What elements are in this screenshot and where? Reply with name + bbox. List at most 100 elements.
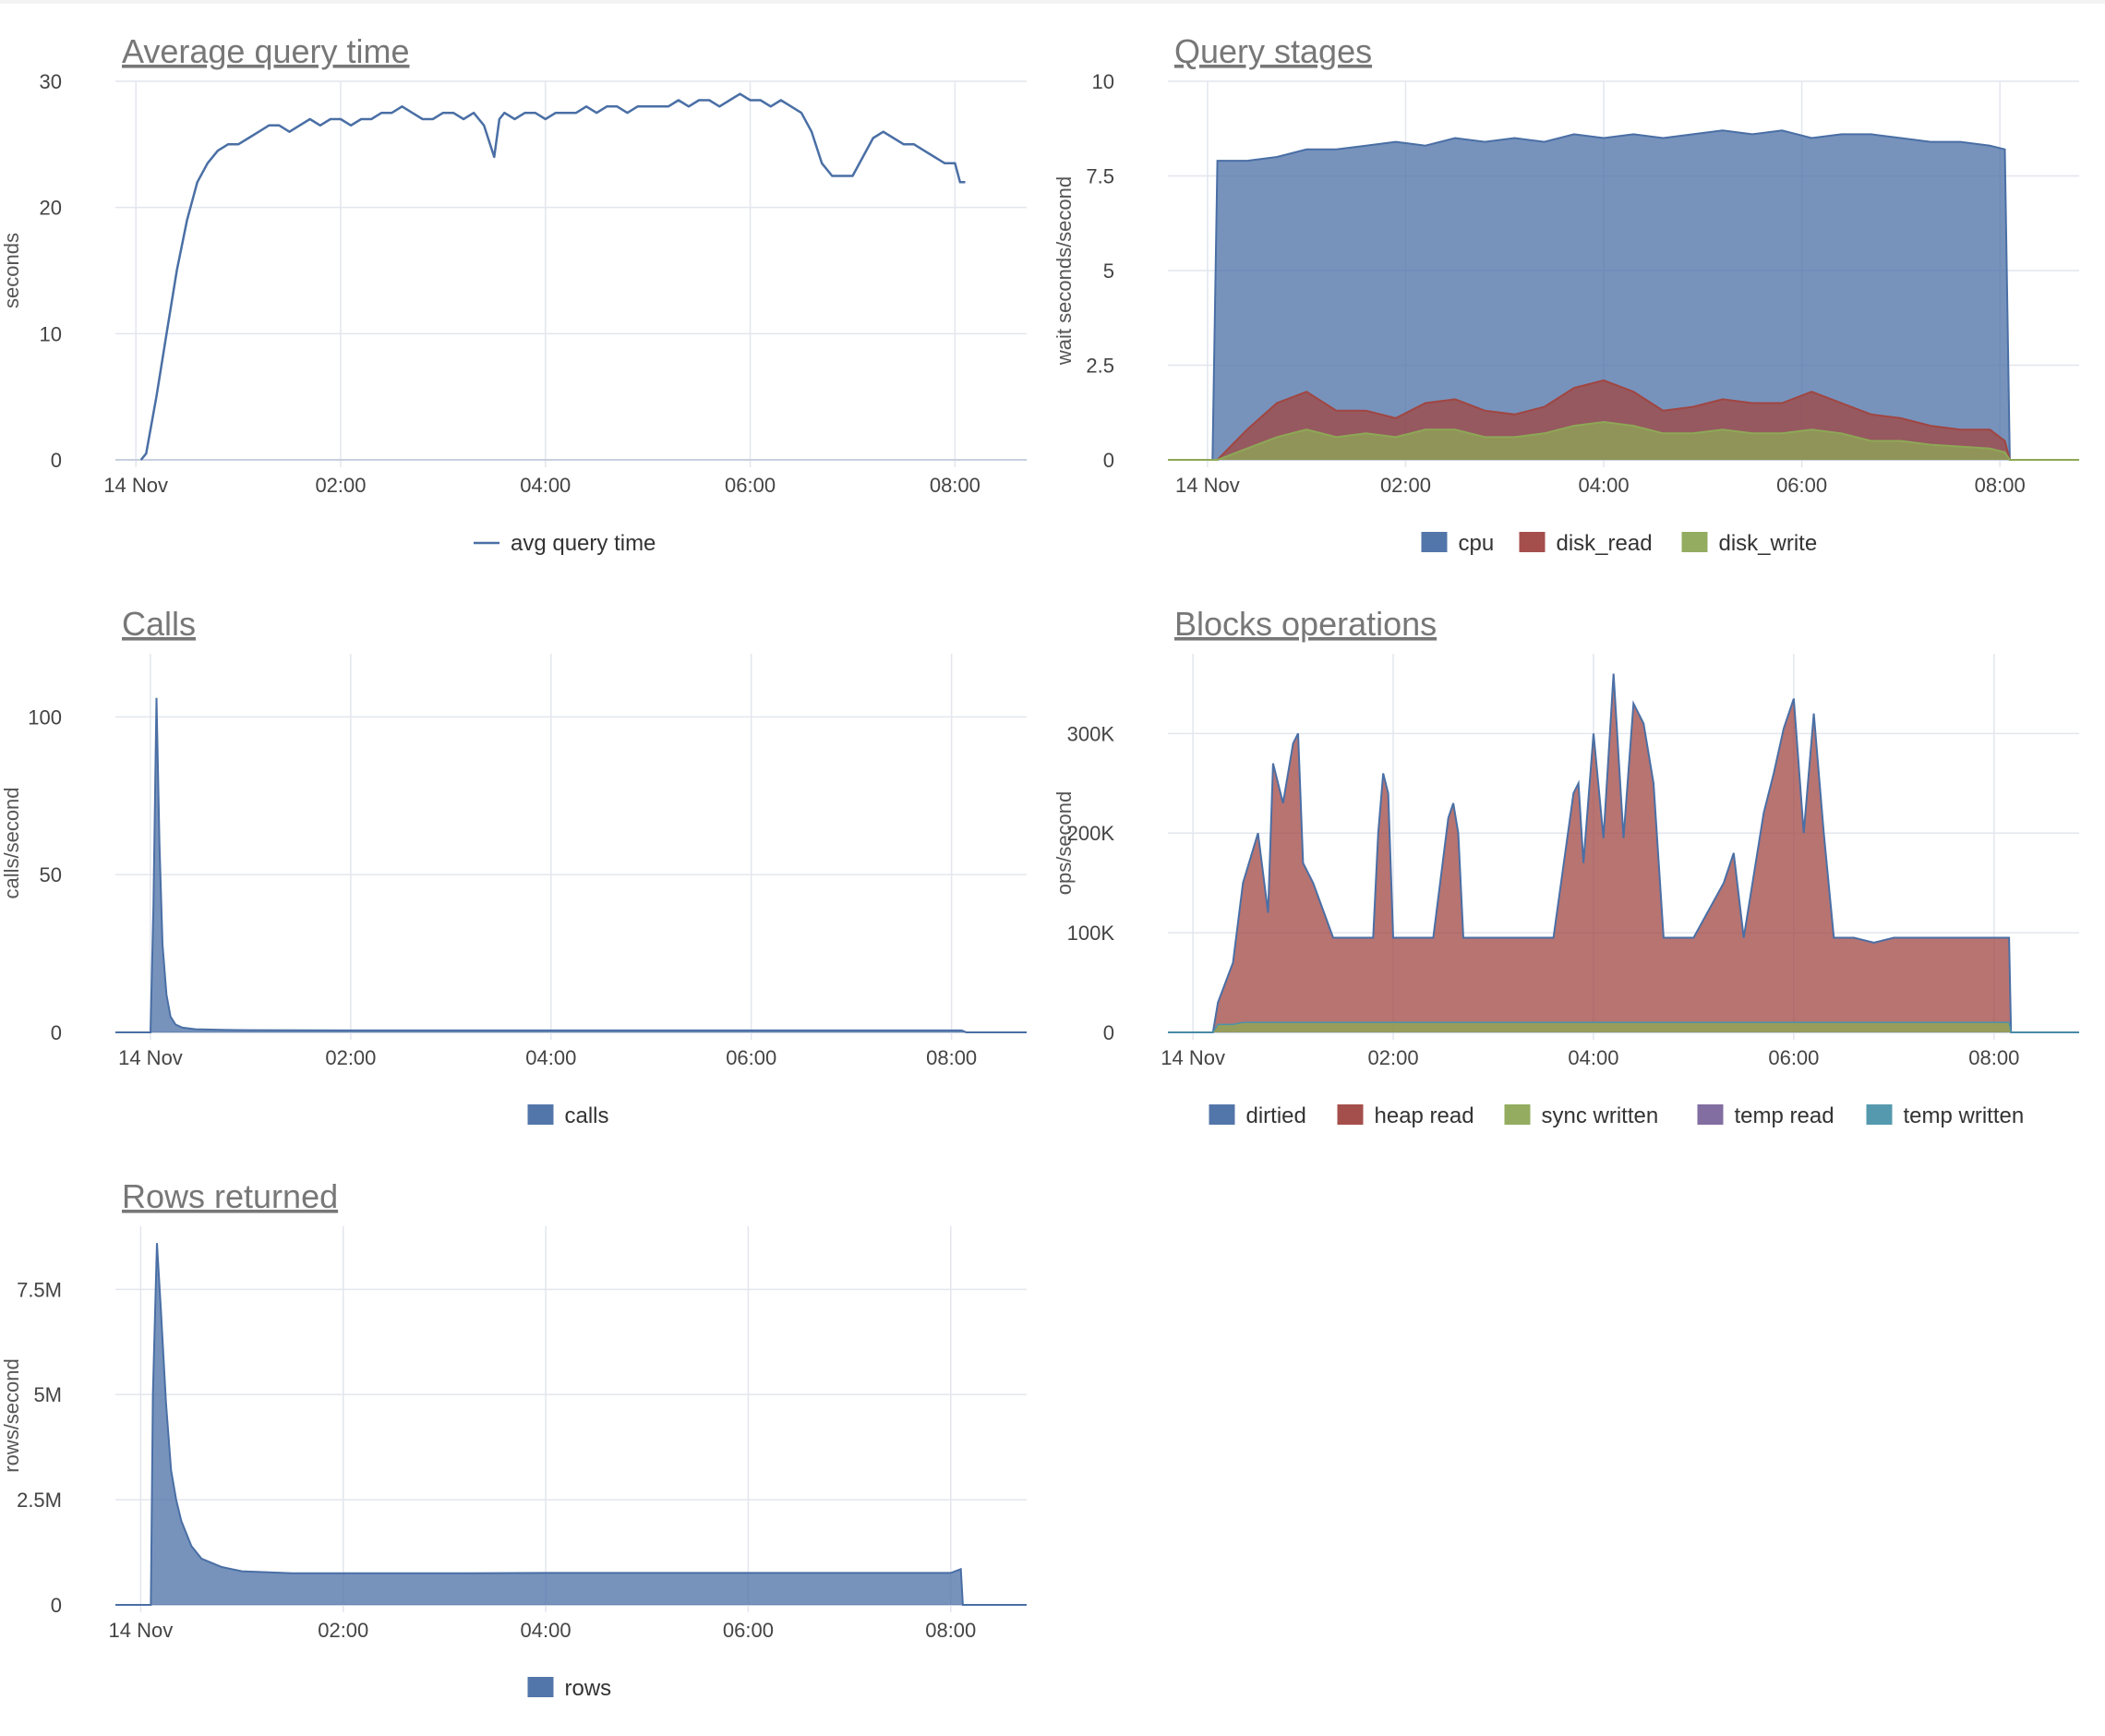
x-tick-label: 14 Nov	[118, 1046, 183, 1069]
legend-swatch	[1421, 532, 1448, 552]
series-area-disk-write	[1168, 422, 2079, 460]
y-tick-label: 10	[1092, 70, 1114, 93]
x-tick-label: 04:00	[1568, 1046, 1618, 1069]
x-tick-label: 02:00	[1368, 1046, 1419, 1069]
y-tick-label: 5M	[33, 1383, 62, 1406]
legend-item-sync-written[interactable]: sync written	[1504, 1103, 1659, 1128]
x-tick-label: 08:00	[1975, 474, 2026, 497]
legend-item-avg-query-time[interactable]: avg query time	[474, 531, 656, 556]
series-line-disk-write	[1168, 420, 2079, 461]
legend-swatch	[1519, 532, 1546, 552]
x-tick-label: 06:00	[1776, 474, 1827, 497]
x-tick-label: 02:00	[315, 474, 366, 497]
legend-label: disk_read	[1557, 531, 1653, 556]
y-tick-label: 30	[40, 70, 62, 93]
x-tick-label: 14 Nov	[1161, 1046, 1225, 1069]
y-tick-label: 50	[40, 863, 62, 886]
legend-item-dirtied[interactable]: dirtied	[1209, 1103, 1306, 1128]
chart-title[interactable]: Query stages	[1174, 32, 1372, 70]
legend-swatch	[1866, 1104, 1893, 1125]
x-tick-label: 06:00	[726, 1046, 776, 1069]
series-area-sync-written	[1168, 1022, 2079, 1032]
legend-item-rows[interactable]: rows	[527, 1676, 612, 1701]
chart-svg: Rows returned rows/second 0 2.5M 5M 7.5M 14 No…	[0, 1177, 1027, 1701]
y-tick-label: 2.5	[1086, 355, 1114, 378]
x-tick-label: 14 Nov	[109, 1619, 174, 1642]
x-tick-label: 08:00	[930, 474, 980, 497]
chart-title[interactable]: Calls	[122, 605, 196, 643]
y-axis-label: rows/second	[0, 1358, 23, 1473]
legend-swatch	[1209, 1104, 1235, 1125]
x-tick-label: 04:00	[1579, 474, 1630, 497]
top-divider	[0, 0, 2105, 4]
legend-label: rows	[565, 1676, 612, 1701]
x-tick-label: 08:00	[926, 1046, 977, 1069]
chart-panel-calls: Calls calls/second 0 50 100 14 Nov 02:00 04:00 0…	[0, 591, 1052, 1163]
y-tick-label: 0	[51, 1594, 62, 1617]
legend-label: temp written	[1904, 1103, 2025, 1128]
legend-item-disk-write[interactable]: disk_write	[1681, 531, 1818, 556]
x-tick-label: 04:00	[525, 1046, 576, 1069]
x-tick-label: 06:00	[723, 1619, 774, 1642]
x-tick-label: 04:00	[520, 474, 571, 497]
y-tick-label: 7.5	[1086, 165, 1114, 188]
legend-item-temp-read[interactable]: temp read	[1697, 1103, 1834, 1128]
chart-panel-blocks-operations: Blocks operations ops/second 0 100K 200K 300K…	[1052, 591, 2105, 1163]
y-tick-label: 0	[51, 1021, 62, 1044]
x-tick-label: 02:00	[325, 1046, 376, 1069]
y-axis-label: calls/second	[0, 787, 23, 898]
series-area-cpu	[1168, 130, 2079, 461]
series-line-avg-query-time	[139, 92, 966, 461]
legend-item-calls[interactable]: calls	[527, 1103, 609, 1128]
series-line-rows	[115, 1243, 1027, 1606]
chart-svg: Blocks operations ops/second 0 100K 200K 300K…	[1052, 605, 2079, 1128]
chart-title[interactable]: Rows returned	[122, 1177, 338, 1215]
x-tick-label: 08:00	[925, 1619, 976, 1642]
legend-label: temp read	[1735, 1103, 1834, 1128]
x-tick-label: 08:00	[1968, 1046, 2019, 1069]
legend-swatch	[1504, 1104, 1531, 1125]
y-tick-label: 0	[1103, 449, 1114, 472]
x-tick-label: 14 Nov	[103, 474, 168, 497]
y-axis-label: seconds	[0, 233, 23, 308]
y-tick-label: 5	[1103, 259, 1114, 283]
chart-title[interactable]: Average query time	[122, 32, 410, 70]
chart-title[interactable]: Blocks operations	[1174, 605, 1437, 643]
y-tick-label: 2.5M	[17, 1489, 62, 1512]
legend-item-temp-written[interactable]: temp written	[1866, 1103, 2025, 1128]
series-area-heap-read	[1168, 673, 2079, 1032]
chart-svg: Query stages wait seconds/second 0 2.5 5 7.5 1…	[1052, 32, 2079, 556]
y-axis-label: wait seconds/second	[1052, 176, 1076, 366]
chart-svg: Average query time seconds 0 10 20 30 14 Nov 02…	[0, 32, 1027, 556]
x-tick-label: 04:00	[521, 1619, 571, 1642]
y-tick-label: 20	[40, 197, 62, 220]
series-line-dirtied	[1168, 673, 2079, 1033]
y-tick-label: 100K	[1067, 922, 1115, 945]
legend-swatch	[527, 1677, 554, 1697]
chart-panel-average-query-time: Average query time seconds 0 10 20 30 14 Nov 02…	[0, 18, 1052, 591]
legend-label: avg query time	[511, 531, 656, 556]
legend-swatch	[1337, 1104, 1364, 1125]
x-tick-label: 02:00	[1380, 474, 1431, 497]
y-tick-label: 0	[51, 449, 62, 472]
y-tick-label: 0	[1103, 1021, 1114, 1044]
legend-swatch	[1697, 1104, 1724, 1125]
x-tick-label: 02:00	[318, 1619, 368, 1642]
series-line-cpu	[1168, 129, 2079, 461]
y-tick-label: 100	[28, 705, 62, 729]
y-tick-label: 7.5M	[17, 1278, 62, 1301]
legend-item-disk-read[interactable]: disk_read	[1519, 531, 1653, 556]
legend-item-cpu[interactable]: cpu	[1421, 531, 1495, 556]
x-tick-label: 14 Nov	[1175, 474, 1240, 497]
legend-label: heap read	[1375, 1103, 1474, 1128]
y-tick-label: 10	[40, 322, 62, 345]
legend-label: calls	[565, 1103, 609, 1128]
series-line-temp-written	[1168, 1021, 2079, 1033]
legend-item-heap-read[interactable]: heap read	[1337, 1103, 1474, 1128]
chart-panel-rows-returned: Rows returned rows/second 0 2.5M 5M 7.5M 14 No…	[0, 1163, 1052, 1736]
y-tick-label: 300K	[1067, 722, 1115, 745]
legend-swatch	[527, 1104, 554, 1125]
y-axis-label: ops/second	[1052, 791, 1076, 896]
series-line-calls	[115, 697, 1027, 1033]
chart-panel-query-stages: Query stages wait seconds/second 0 2.5 5 7.5 1…	[1052, 18, 2105, 591]
